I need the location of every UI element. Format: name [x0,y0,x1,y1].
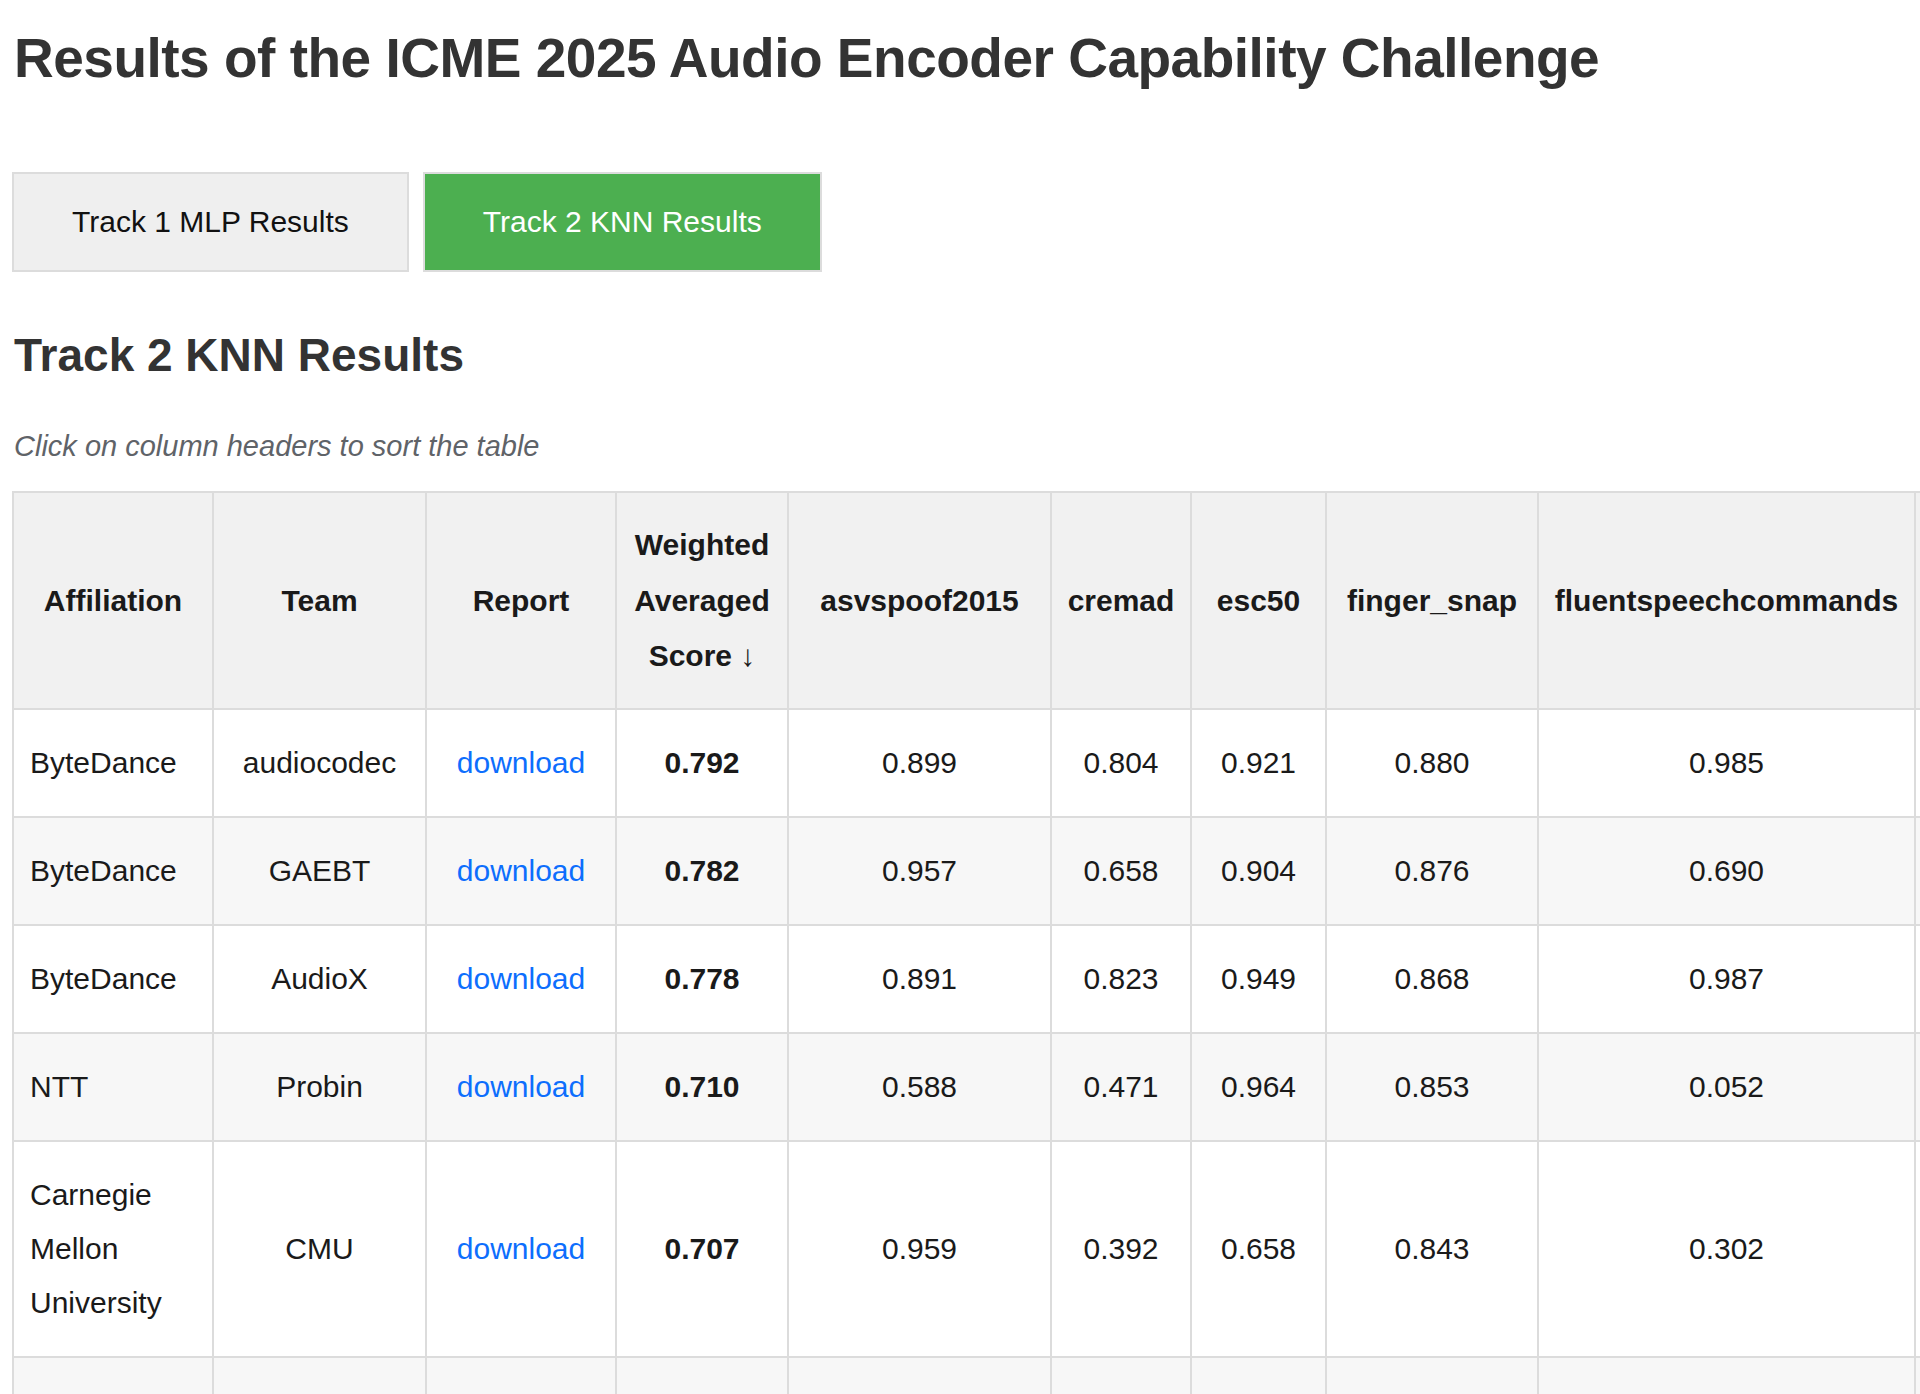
cell-asvspoof2015: 0.588 [788,1033,1051,1141]
column-header-esc50[interactable]: esc50 [1191,492,1326,709]
cell-weighted-averaged-score: 0.710 [616,1033,788,1141]
cell-report: download [426,817,616,925]
cell-weighted-averaged-score: 0.641 [616,1357,788,1394]
tab-track2-knn-results[interactable]: Track 2 KNN Results [423,172,822,272]
cell-finger-snap: 0.842 [1326,1357,1538,1394]
report-download-link[interactable]: download [457,962,585,995]
table-row: ByteDanceGAEBT download 0.7820.9570.6580.9… [13,817,1920,925]
cell-extra [1915,1357,1920,1394]
cell-team: Aluminumbox [213,1357,426,1394]
cell-fluentspeechcommands: 0.690 [1538,817,1915,925]
results-table-wrapper: AffiliationTeamReportWeighted Averaged S… [12,491,1920,1394]
cell-affiliation: ByteDance [13,925,213,1033]
tab-bar: Track 1 MLP Results Track 2 KNN Results [12,172,1920,272]
results-table: AffiliationTeamReportWeighted Averaged S… [12,491,1920,1394]
table-row: ByteDanceAudioXdownload0.7780.8910.8230.… [13,925,1920,1033]
cell-weighted-averaged-score: 0.707 [616,1141,788,1357]
column-header-affiliation[interactable]: Affiliation [13,492,213,709]
column-header-cremad[interactable]: cremad [1051,492,1191,709]
cell-esc50: 0.682 [1191,1357,1326,1394]
cell-asvspoof2015: 0.957 [788,817,1051,925]
column-header-fluentspeechcommands[interactable]: fluentspeechcommands [1538,492,1915,709]
cell-cremad: 0.471 [1051,1033,1191,1141]
section-heading: Track 2 KNN Results [14,328,1920,382]
cell-report: download [426,925,616,1033]
cell-esc50: 0.658 [1191,1141,1326,1357]
cell-team: GAEBT [213,817,426,925]
cell-asvspoof2015: 0.974 [788,1357,1051,1394]
page: Results of the ICME 2025 Audio Encoder C… [0,26,1920,1394]
cell-extra [1915,817,1920,925]
cell-fluentspeechcommands: 0.985 [1538,709,1915,817]
cell-cremad: 0.823 [1051,925,1191,1033]
cell-fluentspeechcommands: 0.026 [1538,1357,1915,1394]
cell-esc50: 0.949 [1191,925,1326,1033]
cell-extra [1915,709,1920,817]
cell-asvspoof2015: 0.891 [788,925,1051,1033]
column-header-weighted-averaged-score[interactable]: Weighted Averaged Score ↓ [616,492,788,709]
cell-esc50: 0.964 [1191,1033,1326,1141]
column-header-extra[interactable] [1915,492,1920,709]
cell-weighted-averaged-score: 0.778 [616,925,788,1033]
cell-extra [1915,925,1920,1033]
sort-hint-note: Click on column headers to sort the tabl… [14,430,1920,463]
cell-esc50: 0.904 [1191,817,1326,925]
cell-fluentspeechcommands: 0.987 [1538,925,1915,1033]
column-header-report[interactable]: Report [426,492,616,709]
cell-affiliation: NTT [13,1033,213,1141]
cell-affiliation: ByteDance [13,817,213,925]
tab-track1-mlp-results[interactable]: Track 1 MLP Results [12,172,409,272]
report-download-link[interactable]: download [457,746,585,779]
cell-report: download [426,1033,616,1141]
cell-finger-snap: 0.843 [1326,1141,1538,1357]
sort-descending-icon: ↓ [732,639,755,672]
cell-team: Probin [213,1033,426,1141]
cell-cremad: 0.804 [1051,709,1191,817]
cell-affiliation: Carnegie Mellon University [13,1141,213,1357]
cell-cremad: 0.392 [1051,1141,1191,1357]
table-row: ByteDanceaudiocodecdownload0.7920.8990.8… [13,709,1920,817]
cell-cremad: 0.658 [1051,817,1191,925]
cell-extra [1915,1033,1920,1141]
cell-team: audiocodec [213,709,426,817]
cell-team: AudioX [213,925,426,1033]
column-header-asvspoof2015[interactable]: asvspoof2015 [788,492,1051,709]
cell-affiliation: Alibaba [13,1357,213,1394]
cell-report: download [426,1141,616,1357]
cell-cremad: 0.391 [1051,1357,1191,1394]
cell-finger-snap: 0.876 [1326,817,1538,925]
table-row: NTTProbin download 0.7100.5880.4710.9640.8… [13,1033,1920,1141]
cell-report: download [426,709,616,817]
table-body: ByteDanceaudiocodecdownload0.7920.8990.8… [13,709,1920,1394]
column-header-team[interactable]: Team [213,492,426,709]
cell-weighted-averaged-score: 0.782 [616,817,788,925]
table-row: Carnegie Mellon UniversityCMU download 0.7… [13,1141,1920,1357]
cell-finger-snap: 0.868 [1326,925,1538,1033]
cell-asvspoof2015: 0.959 [788,1141,1051,1357]
report-download-link[interactable]: download [457,854,585,887]
cell-team: CMU [213,1141,426,1357]
cell-asvspoof2015: 0.899 [788,709,1051,817]
cell-esc50: 0.921 [1191,709,1326,817]
table-header-row: AffiliationTeamReportWeighted Averaged S… [13,492,1920,709]
cell-affiliation: ByteDance [13,709,213,817]
cell-finger-snap: 0.853 [1326,1033,1538,1141]
cell-fluentspeechcommands: 0.302 [1538,1141,1915,1357]
cell-weighted-averaged-score: 0.792 [616,709,788,817]
column-header-finger-snap[interactable]: finger_snap [1326,492,1538,709]
cell-extra [1915,1141,1920,1357]
report-download-link[interactable]: download [457,1070,585,1103]
cell-fluentspeechcommands: 0.052 [1538,1033,1915,1141]
table-header: AffiliationTeamReportWeighted Averaged S… [13,492,1920,709]
page-title: Results of the ICME 2025 Audio Encoder C… [14,26,1920,90]
table-row: AlibabaAluminumboxdownload0.6410.9740.39… [13,1357,1920,1394]
cell-finger-snap: 0.880 [1326,709,1538,817]
report-download-link[interactable]: download [457,1232,585,1265]
cell-report: download [426,1357,616,1394]
